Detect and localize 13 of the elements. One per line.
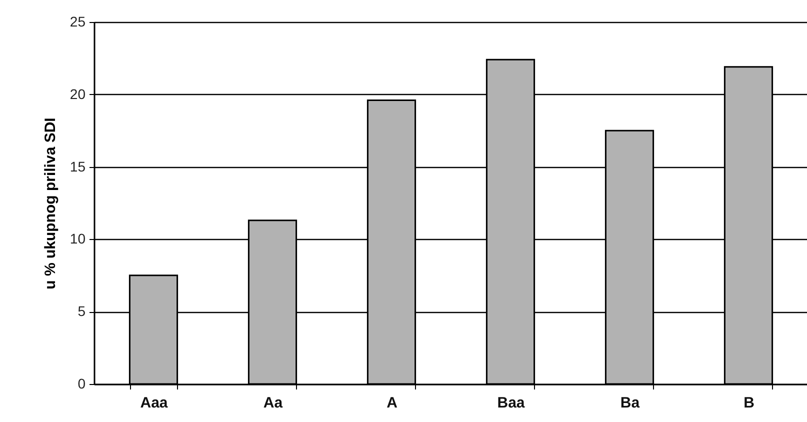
x-tick-label: Baa [497, 394, 526, 412]
y-tick-label: 25 [70, 14, 86, 30]
y-tick-label: 10 [70, 230, 86, 247]
x-tick-label: Aaa [140, 394, 168, 412]
x-tick-label: Aa [263, 394, 284, 412]
y-tick-label: 0 [78, 376, 86, 392]
y-tick-label: 5 [78, 303, 86, 320]
y-axis-title: u % ukupnog priliva SDI [42, 118, 59, 290]
x-tick-label: B [744, 394, 755, 412]
y-tick-label: 15 [70, 158, 86, 174]
y-tick-label: 20 [70, 86, 86, 102]
x-tick-label: A [386, 394, 398, 412]
x-tick-label: Ba [620, 394, 640, 412]
